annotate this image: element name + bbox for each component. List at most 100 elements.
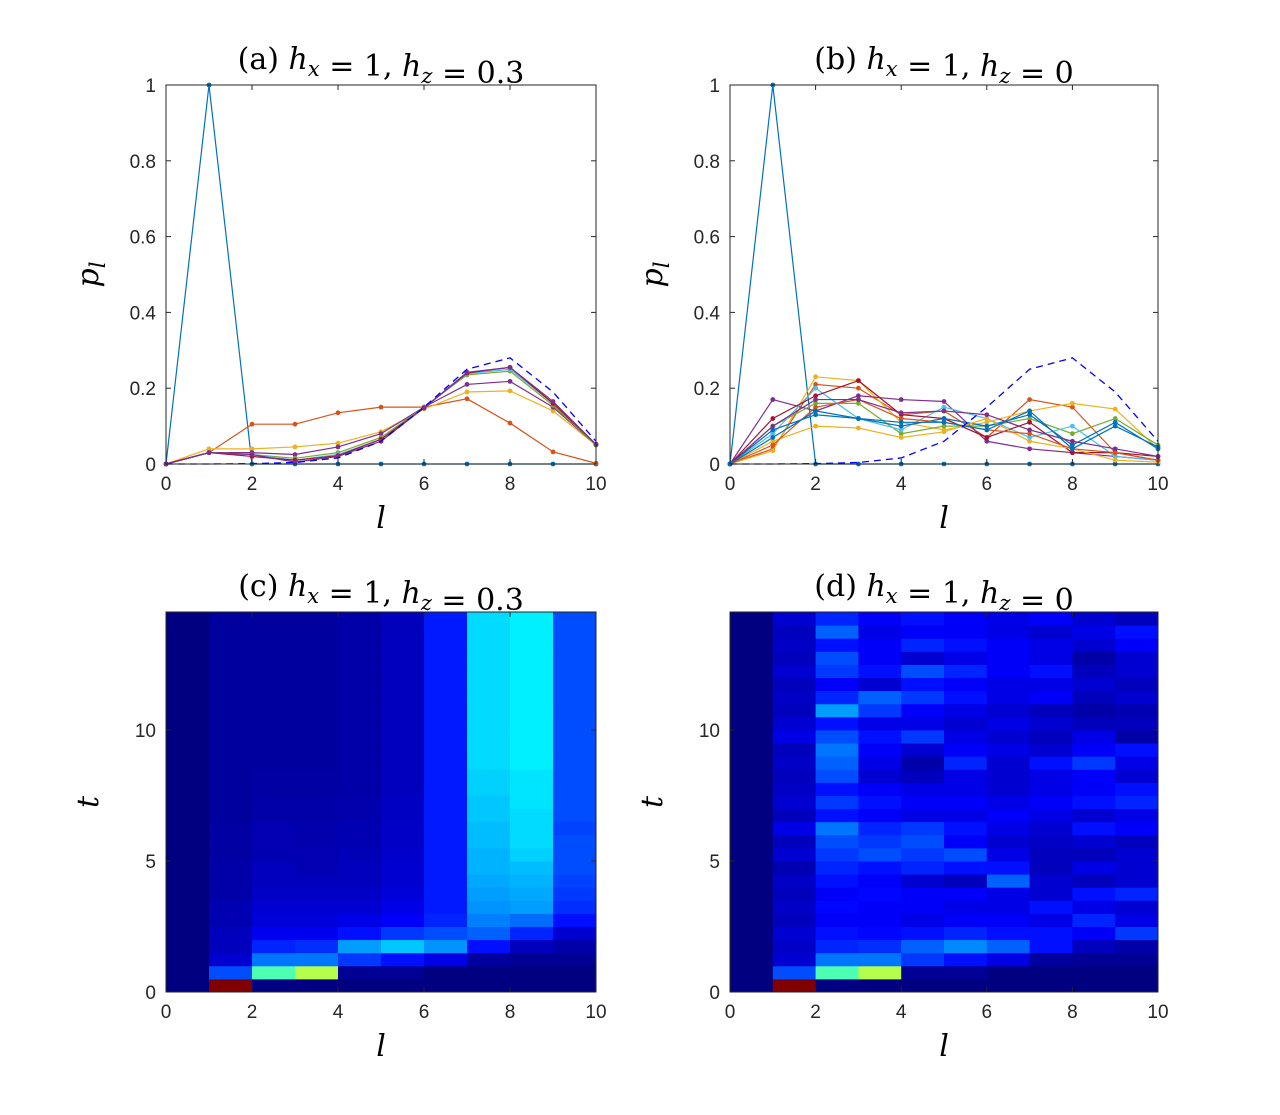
- heatmap-cell: [338, 860, 382, 875]
- heatmap-cell: [553, 939, 597, 954]
- y-tick-label: 0.2: [130, 379, 156, 400]
- heatmap-cell: [553, 664, 597, 679]
- series-point: [464, 396, 470, 402]
- heatmap-cell: [815, 677, 859, 692]
- heatmap-cell: [510, 926, 554, 941]
- axes-frame: [165, 84, 597, 465]
- heatmap-cell: [944, 703, 988, 718]
- heatmap-cell: [1115, 703, 1159, 718]
- heatmap-cell: [467, 900, 511, 914]
- heatmap-cell: [209, 690, 253, 705]
- heatmap-cell: [424, 690, 468, 705]
- x-tick-label: 2: [247, 474, 258, 495]
- heatmap-cell: [858, 952, 902, 967]
- x-tick-label: 6: [419, 474, 430, 495]
- x-tick-label: 8: [505, 474, 516, 495]
- heatmap-cell: [901, 847, 945, 862]
- heatmap-cell: [424, 913, 468, 927]
- heatmap-cell: [209, 978, 253, 993]
- heatmap-cell: [858, 795, 902, 810]
- heatmap-cell: [986, 887, 1031, 901]
- series-point: [770, 431, 776, 437]
- title-subscript: x: [308, 57, 320, 81]
- series-point: [1112, 419, 1118, 425]
- heatmap-cell: [381, 703, 425, 718]
- heatmap-cell: [772, 887, 817, 901]
- series-point: [770, 397, 776, 402]
- title-subscript: z: [998, 64, 1011, 88]
- heatmap-cell: [944, 952, 988, 967]
- heatmap-cell: [467, 847, 511, 862]
- heatmap-cell: [986, 847, 1031, 862]
- heatmap-cell: [338, 939, 382, 954]
- heatmap-cell: [209, 651, 253, 665]
- series-point: [856, 416, 861, 421]
- heatmap-cell: [730, 926, 774, 941]
- heatmap-cell: [467, 729, 511, 744]
- heatmap-cell: [381, 769, 425, 783]
- heatmap-cell: [510, 952, 554, 967]
- heatmap-cell: [510, 782, 554, 796]
- x-axis-label: l: [376, 1029, 386, 1064]
- heatmap-cell: [858, 625, 902, 639]
- heatmap-cell: [295, 782, 339, 796]
- heatmap-cell: [1115, 677, 1159, 692]
- heatmap-cell: [295, 874, 339, 888]
- series-point: [1027, 438, 1032, 444]
- heatmap-cell: [901, 821, 945, 836]
- heatmap-cell: [553, 874, 597, 888]
- heatmap-cell: [1029, 782, 1073, 796]
- heatmap-cell: [858, 860, 902, 875]
- panel-title: (d) hx = 1, hz = 0: [814, 569, 1073, 618]
- heatmap-cell: [730, 808, 774, 823]
- series-point: [984, 412, 990, 418]
- series-point: [813, 397, 818, 402]
- heatmap-cell: [467, 703, 511, 718]
- heatmap-cell: [295, 913, 339, 927]
- heatmap-cell: [252, 926, 296, 941]
- y-tick-label: 0: [145, 455, 156, 476]
- heatmap-cell: [730, 716, 774, 731]
- x-tick-label: 4: [896, 474, 907, 495]
- y-tick-label: 10: [699, 721, 720, 742]
- series-point: [941, 419, 947, 425]
- heatmap-cell: [209, 926, 253, 941]
- series-point: [856, 425, 861, 431]
- heatmap-cell: [815, 690, 859, 705]
- reference-dashed-line: [166, 357, 597, 465]
- heatmap-cell: [1115, 874, 1159, 888]
- heatmap-cell: [166, 795, 210, 810]
- heatmap-cell: [424, 808, 468, 823]
- heatmap-cell: [1029, 769, 1073, 783]
- x-tick-label: 2: [810, 474, 821, 495]
- heatmap-cell: [901, 664, 945, 679]
- heatmap-cell: [424, 769, 468, 783]
- panel-title: (a) hx = 1, hz = 0.3: [238, 42, 525, 91]
- heatmap-cell: [252, 729, 296, 744]
- heatmap-cell: [338, 690, 382, 705]
- heatmap-cell: [944, 769, 988, 783]
- heatmap-cell: [510, 729, 554, 744]
- heatmap-cell: [295, 612, 339, 626]
- heatmap-cell: [815, 703, 859, 718]
- heatmap-cell: [1029, 978, 1073, 993]
- heatmap-cell: [1115, 965, 1159, 980]
- series-point: [941, 416, 947, 421]
- heatmap-cell: [986, 769, 1031, 783]
- heatmap-cell: [381, 874, 425, 888]
- heatmap-cell: [467, 782, 511, 796]
- y-axis-label-subscript: l: [86, 262, 110, 269]
- heatmap-cell: [338, 651, 382, 665]
- series-point: [770, 448, 776, 454]
- heatmap-cell: [1072, 703, 1116, 718]
- heatmap-cell: [209, 952, 253, 967]
- heatmap-cell: [730, 703, 774, 718]
- heatmap-cell: [209, 913, 253, 927]
- heatmap-cell: [730, 978, 774, 993]
- heatmap-cell: [510, 703, 554, 718]
- heatmap-cell: [815, 716, 859, 731]
- heatmap-cell: [209, 677, 253, 692]
- heatmap-cell: [901, 743, 945, 757]
- series-point: [1070, 400, 1075, 406]
